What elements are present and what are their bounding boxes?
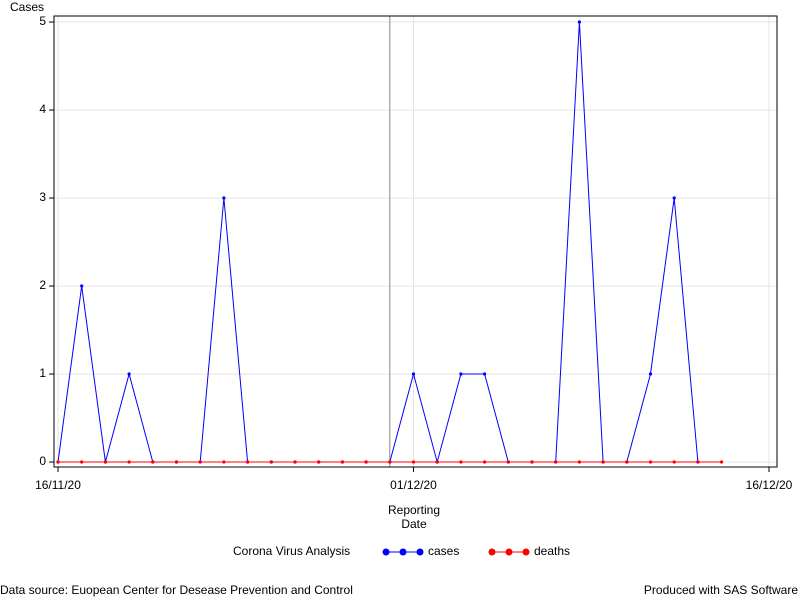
data-point — [720, 460, 724, 464]
legend-marker — [522, 548, 530, 556]
series-line — [57, 21, 699, 464]
data-point — [577, 460, 582, 464]
data-point — [364, 460, 368, 464]
data-point — [459, 372, 463, 376]
data-point — [269, 460, 273, 464]
x-axis-label: Reporting Date — [387, 503, 441, 531]
data-point — [625, 460, 629, 464]
footnote: Produced with SAS Software — [644, 583, 798, 597]
data-point — [648, 460, 653, 464]
data-point — [80, 284, 84, 288]
data-point — [56, 460, 60, 464]
y-axis-label: Cases — [10, 0, 44, 14]
y-tick-label: 5 — [39, 14, 46, 28]
data-point — [506, 460, 510, 464]
legend-marker — [416, 548, 424, 556]
data-point — [388, 460, 392, 464]
legend-marker — [488, 548, 496, 556]
data-point — [530, 460, 534, 464]
data-point — [246, 460, 250, 464]
x-tick-label: 01/12/20 — [390, 478, 437, 492]
y-tick-label: 4 — [39, 102, 46, 116]
data-point — [601, 460, 605, 464]
data-point — [459, 460, 463, 464]
footnote: Data source: Euopean Center for Desease … — [0, 583, 353, 597]
data-point — [411, 372, 416, 376]
legend-label: deaths — [534, 544, 570, 558]
legend-marker — [505, 548, 513, 556]
data-point — [127, 372, 131, 376]
x-tick-label: 16/12/20 — [746, 478, 793, 492]
y-tick-label: 3 — [39, 190, 46, 204]
data-point — [672, 460, 676, 464]
data-point — [648, 372, 653, 376]
data-point — [577, 20, 582, 24]
data-point — [222, 196, 226, 200]
data-point — [198, 460, 202, 464]
y-tick-label: 0 — [39, 454, 46, 468]
x-tick-label: 16/11/20 — [35, 478, 81, 492]
data-point — [483, 372, 487, 376]
data-point — [222, 460, 226, 464]
data-point — [80, 460, 84, 464]
y-tick-label: 1 — [39, 366, 46, 380]
legend-marker — [382, 548, 390, 556]
legend-title: Corona Virus Analysis — [233, 544, 350, 558]
data-point — [151, 460, 155, 464]
data-point — [103, 460, 107, 464]
plot-frame — [53, 15, 778, 468]
data-point — [174, 460, 179, 464]
data-point — [340, 460, 344, 464]
data-point — [554, 460, 558, 464]
legend-label: cases — [428, 544, 459, 558]
data-point — [672, 196, 676, 200]
data-point — [483, 460, 487, 464]
data-point — [127, 460, 131, 464]
data-point — [317, 460, 321, 464]
y-tick-label: 2 — [39, 278, 46, 292]
data-point — [696, 460, 700, 464]
data-point — [435, 460, 439, 464]
data-point — [293, 460, 297, 464]
legend-marker — [399, 548, 407, 556]
data-point — [411, 460, 416, 464]
